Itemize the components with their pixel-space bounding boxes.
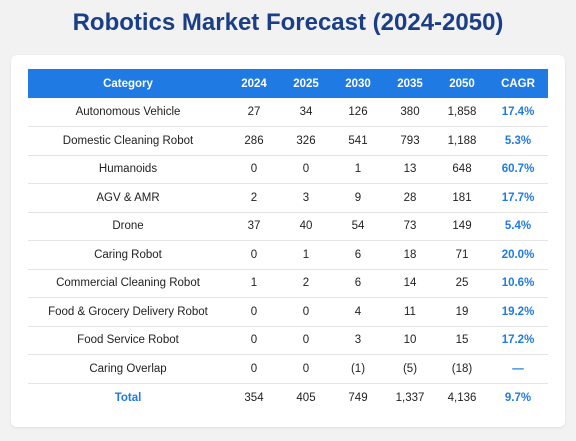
value-cell-2024: 1 [250, 277, 258, 290]
value-cell-2030: 126 [348, 106, 368, 118]
value-cell-2024: 0 [250, 163, 258, 176]
table-total-row: Total 354 405 749 1,337 4,136 9.7% [28, 383, 548, 412]
value-cell-2025: 0 [302, 305, 310, 318]
value-cell-2024: 2 [250, 191, 258, 204]
value-cell-2025: 2 [302, 277, 310, 290]
value-cell-2050: 648 [452, 163, 472, 176]
table-row: Commercial Cleaning Robot 1 2 6 14 25 10… [28, 269, 548, 298]
total-cell-2024: 354 [244, 391, 264, 404]
cagr-cell: 5.4% [504, 220, 532, 233]
value-cell-2035: 28 [403, 191, 417, 204]
column-header-2030: 2030 [345, 77, 371, 90]
value-cell-2030: 6 [354, 277, 362, 290]
value-cell-2025: 1 [302, 248, 310, 261]
value-cell-2025: 0 [302, 362, 310, 375]
cagr-cell: 17.4% [501, 106, 535, 118]
value-cell-2035: 13 [403, 163, 417, 176]
value-cell-2050: (18) [451, 362, 473, 375]
table-row: AGV & AMR 2 3 9 28 181 17.7% [28, 184, 548, 212]
value-cell-2030: 1 [354, 163, 362, 176]
value-cell-2024: 0 [250, 305, 258, 318]
value-cell-2030: 4 [354, 305, 362, 318]
value-cell-2050: 71 [455, 248, 469, 261]
total-cagr-cell: 9.7% [504, 391, 532, 404]
table-row: Autonomous Vehicle 27 34 126 380 1,858 1… [28, 98, 548, 127]
table-row: Humanoids 0 0 1 13 648 60.7% [28, 155, 548, 184]
column-header-2035: 2035 [397, 77, 423, 90]
value-cell-2025: 0 [302, 334, 310, 347]
total-label: Total [114, 391, 142, 404]
value-cell-2025: 40 [299, 220, 313, 233]
forecast-table: Category 2024 2025 2030 2035 2050 CAGR A… [28, 69, 548, 412]
table-header-row: Category 2024 2025 2030 2035 2050 CAGR [28, 69, 548, 98]
category-cell: Commercial Cleaning Robot [56, 277, 200, 290]
value-cell-2050: 15 [455, 334, 469, 347]
total-cell-2035: 1,337 [395, 391, 425, 404]
category-cell: Humanoids [98, 163, 158, 176]
value-cell-2035: 10 [403, 334, 417, 347]
category-cell: Autonomous Vehicle [75, 106, 181, 118]
category-cell: Domestic Cleaning Robot [62, 134, 194, 147]
value-cell-2025: 34 [299, 106, 313, 118]
category-cell: Caring Robot [94, 248, 162, 261]
column-header-category: Category [103, 77, 153, 90]
page-title: Robotics Market Forecast (2024-2050) [72, 9, 504, 36]
value-cell-2030: 6 [354, 248, 362, 261]
category-cell: Food Service Robot [77, 334, 179, 347]
value-cell-2035: (5) [402, 362, 418, 375]
value-cell-2050: 1,858 [447, 106, 477, 118]
value-cell-2030: (1) [350, 362, 366, 375]
value-cell-2050: 19 [455, 305, 469, 318]
table-row: Caring Overlap 0 0 (1) (5) (18) — [28, 355, 548, 383]
value-cell-2024: 0 [250, 334, 258, 347]
cagr-cell: 17.2% [501, 334, 535, 347]
cagr-cell: — [512, 362, 524, 375]
category-cell: Caring Overlap [89, 362, 167, 375]
value-cell-2024: 0 [250, 248, 258, 261]
value-cell-2024: 0 [250, 362, 258, 375]
value-cell-2035: 18 [403, 248, 417, 261]
column-header-cagr: CAGR [501, 77, 535, 90]
total-cell-2030: 749 [348, 391, 368, 404]
value-cell-2035: 14 [403, 277, 417, 290]
column-header-2024: 2024 [241, 77, 267, 90]
value-cell-2025: 326 [296, 134, 316, 147]
value-cell-2024: 37 [247, 220, 261, 233]
total-cell-2050: 4,136 [447, 391, 477, 404]
value-cell-2035: 793 [400, 134, 420, 147]
table-row: Drone 37 40 54 73 149 5.4% [28, 212, 548, 241]
category-cell: Drone [112, 220, 144, 233]
value-cell-2030: 541 [348, 134, 368, 147]
cagr-cell: 17.7% [501, 191, 535, 204]
table-row: Domestic Cleaning Robot 286 326 541 793 … [28, 127, 548, 155]
value-cell-2035: 11 [404, 305, 416, 318]
value-cell-2035: 73 [403, 220, 417, 233]
value-cell-2030: 9 [354, 191, 362, 204]
value-cell-2024: 286 [244, 134, 264, 147]
cagr-cell: 5.3% [504, 134, 532, 147]
forecast-card: Category 2024 2025 2030 2035 2050 CAGR A… [11, 55, 565, 427]
value-cell-2050: 1,188 [447, 134, 477, 147]
value-cell-2050: 181 [452, 191, 472, 204]
category-cell: AGV & AMR [96, 191, 160, 204]
total-cell-2025: 405 [296, 391, 316, 404]
column-header-2050: 2050 [449, 77, 475, 90]
value-cell-2024: 27 [247, 106, 261, 118]
table-row: Food Service Robot 0 0 3 10 15 17.2% [28, 326, 548, 355]
column-header-2025: 2025 [293, 77, 319, 90]
cagr-cell: 10.6% [501, 277, 535, 290]
value-cell-2035: 380 [400, 106, 420, 118]
value-cell-2025: 0 [302, 163, 310, 176]
value-cell-2050: 25 [455, 277, 469, 290]
table-row: Caring Robot 0 1 6 18 71 20.0% [28, 241, 548, 269]
cagr-cell: 20.0% [501, 248, 535, 261]
table-row: Food & Grocery Delivery Robot 0 0 4 11 1… [28, 298, 548, 326]
value-cell-2025: 3 [302, 191, 310, 204]
value-cell-2030: 54 [351, 220, 365, 233]
value-cell-2050: 149 [452, 220, 472, 233]
cagr-cell: 60.7% [501, 163, 535, 176]
value-cell-2030: 3 [354, 334, 362, 347]
category-cell: Food & Grocery Delivery Robot [48, 305, 208, 318]
cagr-cell: 19.2% [501, 305, 535, 318]
